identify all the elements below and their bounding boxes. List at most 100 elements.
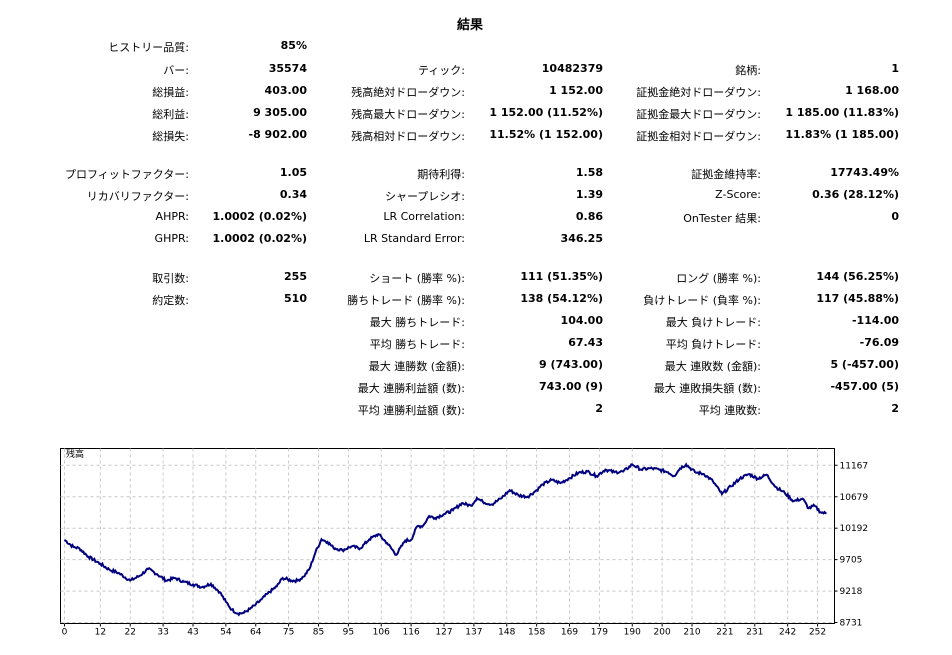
col2-label: 平均 勝ちトレード:	[369, 338, 465, 351]
col3-label: 証拠金絶対ドローダウン:	[636, 86, 761, 99]
col3-value: 17743.49%	[830, 166, 899, 179]
col3-value: 117 (45.88%)	[816, 292, 899, 305]
col1-label: リカバリファクター:	[86, 190, 189, 203]
x-tick-label: 190	[624, 628, 641, 638]
col2-label: シャープレシオ:	[384, 190, 465, 203]
x-tick-label: 0	[62, 628, 68, 638]
col1-label: AHPR:	[155, 210, 189, 223]
x-tick-label: 43	[187, 628, 198, 638]
y-tick-label: 9705	[840, 556, 863, 566]
balance-chart: 残高 0 12 22 33 43 54 64 75 85 95 106 116 127 137 148 158…	[60, 448, 869, 638]
col2-label: 平均 連勝利益額 (数):	[357, 404, 465, 417]
col1-value: 403.00	[264, 84, 307, 97]
col2-label: 最大 連勝数 (金額):	[368, 360, 465, 373]
x-tick-label: 200	[654, 628, 671, 638]
x-tick-label: 252	[809, 628, 826, 638]
col2-value: 111 (51.35%)	[520, 270, 603, 283]
x-tick-label: 210	[683, 628, 700, 638]
col1-value: 1.0002 (0.02%)	[212, 210, 308, 223]
col3-value: 1	[891, 62, 899, 75]
col3-label: 負けトレード (負率 %):	[643, 294, 761, 307]
chart-title: 残高	[66, 448, 84, 460]
col2-value: 346.25	[560, 232, 603, 245]
col2-label: 残高絶対ドローダウン:	[351, 86, 465, 99]
col3-label: OnTester 結果:	[683, 212, 761, 225]
col1-label: ヒストリー品質:	[108, 41, 189, 54]
col3-value: -457.00 (5)	[830, 380, 899, 393]
y-tick-label: 9218	[840, 587, 863, 597]
x-tick-label: 106	[373, 628, 390, 638]
y-axis: 11167 10679 10192 9705 9218 8731	[834, 461, 869, 629]
col2-value: 2	[595, 402, 603, 415]
col2-value: 1 152.00	[549, 84, 603, 97]
report-title: 結果	[456, 18, 483, 33]
x-tick-label: 242	[779, 628, 796, 638]
col3-label: 証拠金最大ドローダウン:	[636, 108, 761, 121]
col3-label: ロング (勝率 %):	[676, 272, 761, 285]
col3-label: 最大 負けトレード:	[665, 316, 761, 329]
x-tick-label: 179	[591, 628, 608, 638]
col2-value: 11.52% (1 152.00)	[489, 128, 603, 141]
x-tick-label: 137	[465, 628, 482, 638]
y-tick-label: 10679	[840, 493, 869, 503]
col2-value: 0.86	[575, 210, 603, 223]
col2-value: 1.39	[575, 188, 603, 201]
col1-value: 35574	[268, 62, 307, 75]
col3-value: 0.36 (28.12%)	[812, 188, 899, 201]
col1-value: 1.05	[279, 166, 307, 179]
col2-label: LR Standard Error:	[363, 232, 465, 245]
x-tick-label: 158	[528, 628, 545, 638]
col2-label: 期待利得:	[417, 168, 465, 181]
col1-label: 約定数:	[152, 294, 189, 307]
col1-value: 0.34	[279, 188, 307, 201]
col2-value: 743.00 (9)	[539, 380, 603, 393]
col1-label: 取引数:	[152, 272, 189, 285]
col2-value: 67.43	[568, 336, 603, 349]
col3-value: 1 185.00 (11.83%)	[785, 106, 899, 119]
x-tick-label: 75	[283, 628, 294, 638]
col1-label: 総損失:	[152, 130, 189, 143]
col2-value: 138 (54.12%)	[520, 292, 603, 305]
col2-label: 最大 連勝利益額 (数):	[357, 382, 465, 395]
col1-value: 255	[284, 270, 307, 283]
col1-value: -8 902.00	[248, 128, 308, 141]
col3-value: 11.83% (1 185.00)	[785, 128, 899, 141]
y-tick-label: 8731	[840, 619, 863, 629]
col3-label: 平均 負けトレード:	[665, 338, 761, 351]
col2-value: 9 (743.00)	[539, 358, 603, 371]
col3-label: 証拠金維持率:	[691, 168, 761, 181]
col3-value: 144 (56.25%)	[816, 270, 899, 283]
col1-value: 9 305.00	[253, 106, 307, 119]
x-tick-label: 85	[313, 628, 324, 638]
col2-label: 勝ちトレード (勝率 %):	[347, 294, 465, 307]
x-tick-label: 64	[250, 628, 262, 638]
col3-label: 平均 連敗数:	[698, 404, 761, 417]
col2-label: ショート (勝率 %):	[369, 272, 465, 285]
col3-value: 0	[891, 210, 899, 223]
balance-line	[63, 462, 827, 617]
col3-label: 証拠金相対ドローダウン:	[636, 130, 761, 143]
col1-value: 510	[284, 292, 307, 305]
col3-label: 最大 連敗損失額 (数):	[653, 382, 761, 395]
col1-label: 総損益:	[152, 86, 189, 99]
col3-value: 1 168.00	[845, 84, 899, 97]
chart-grid	[60, 448, 835, 624]
col2-value: 1 152.00 (11.52%)	[489, 106, 603, 119]
x-tick-label: 33	[157, 628, 168, 638]
x-tick-label: 221	[716, 628, 733, 638]
col2-label: 残高最大ドローダウン:	[351, 108, 465, 121]
plot-area	[60, 448, 835, 624]
col2-label: ティック:	[417, 64, 465, 77]
x-tick-label: 22	[125, 628, 136, 638]
x-tick-label: 169	[561, 628, 578, 638]
x-tick-label: 95	[343, 628, 354, 638]
col2-value: 104.00	[560, 314, 603, 327]
col1-value: 85%	[280, 39, 307, 52]
x-tick-label: 116	[403, 628, 420, 638]
col3-value: -76.09	[859, 336, 899, 349]
col3-value: -114.00	[851, 314, 899, 327]
col2-label: LR Correlation:	[383, 210, 465, 223]
col1-value: 1.0002 (0.02%)	[212, 232, 308, 245]
x-tick-label: 127	[435, 628, 452, 638]
col3-label: 最大 連敗数 (金額):	[664, 360, 761, 373]
